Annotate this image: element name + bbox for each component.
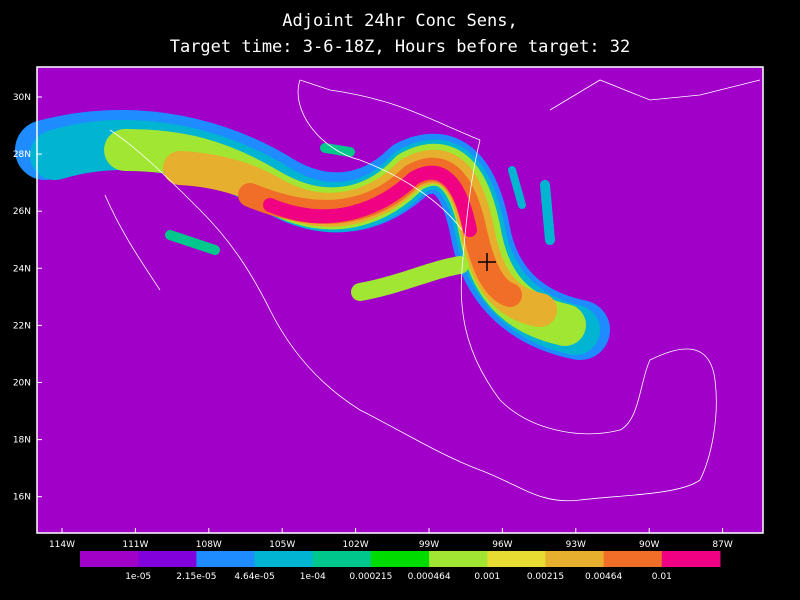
colorbar-label: 0.001 [474, 572, 500, 582]
colorbar-box [80, 551, 139, 567]
lat-label: 18N [13, 436, 31, 446]
colorbar-label: 4.64e-05 [234, 572, 274, 582]
lat-label: 30N [13, 93, 31, 103]
colorbar-box [138, 551, 197, 567]
lon-label: 99W [419, 540, 439, 550]
colorbar-box [429, 551, 488, 567]
coastline [109, 129, 717, 502]
sensitivity-field [15, 110, 610, 360]
title-line: Target time: 3-6-18Z, Hours before targe… [170, 37, 631, 57]
contour-band [351, 256, 469, 301]
coastline [549, 79, 761, 111]
lat-label: 28N [13, 150, 31, 160]
colorbar-box [254, 551, 314, 567]
colorbar-box [487, 551, 546, 567]
lon-label: 90W [639, 540, 659, 550]
contour-band [320, 143, 355, 157]
axis-labels: 30N 28N 26N 24N 22N 20N 18N 16N 114W 111W 108W 105W… [13, 93, 733, 550]
colorbar-label: 0.000215 [349, 572, 392, 582]
contour-band [540, 180, 555, 245]
lon-label: 108W [196, 540, 222, 550]
lon-label: 87W [712, 540, 732, 550]
colorbar: 1e-05 2.15e-05 4.64e-05 1e-04 0.000215 0.0004… [80, 551, 721, 582]
colorbar-label: 0.01 [652, 572, 672, 582]
map-panel [15, 66, 764, 534]
map-frame [36, 66, 764, 534]
coastlines [104, 79, 761, 502]
lon-label: 102W [343, 540, 369, 550]
colorbar-label: 0.00215 [527, 572, 564, 582]
colorbar-label: 1e-05 [125, 572, 151, 582]
coastline [104, 194, 161, 291]
contour-band [263, 165, 477, 237]
title-line: Adjoint 24hr Conc Sens, [282, 11, 517, 31]
colorbar-label: 0.00464 [585, 572, 622, 582]
border [299, 79, 481, 141]
lat-label: 22N [13, 321, 31, 331]
contour-band [165, 230, 220, 255]
colorbar-label: 2.15e-05 [176, 572, 216, 582]
lat-label: 16N [13, 493, 31, 503]
lon-label: 96W [492, 540, 512, 550]
colorbar-label: 1e-04 [300, 572, 326, 582]
lat-label: 24N [13, 264, 31, 274]
contour-band [508, 166, 526, 209]
lat-label: 20N [13, 379, 31, 389]
colorbar-box [661, 551, 721, 567]
lon-label: 114W [49, 540, 75, 550]
colorbar-box [545, 551, 605, 567]
colorbar-box [196, 551, 256, 567]
lon-label: 105W [269, 540, 295, 550]
target-marker [478, 253, 496, 271]
lon-label: 93W [566, 540, 586, 550]
colorbar-box [370, 551, 430, 567]
colorbar-box [603, 551, 663, 567]
lat-label: 26N [13, 207, 31, 217]
colorbar-label: 0.000464 [408, 572, 451, 582]
colorbar-box [312, 551, 372, 567]
border [297, 79, 463, 231]
lon-label: 111W [122, 540, 148, 550]
